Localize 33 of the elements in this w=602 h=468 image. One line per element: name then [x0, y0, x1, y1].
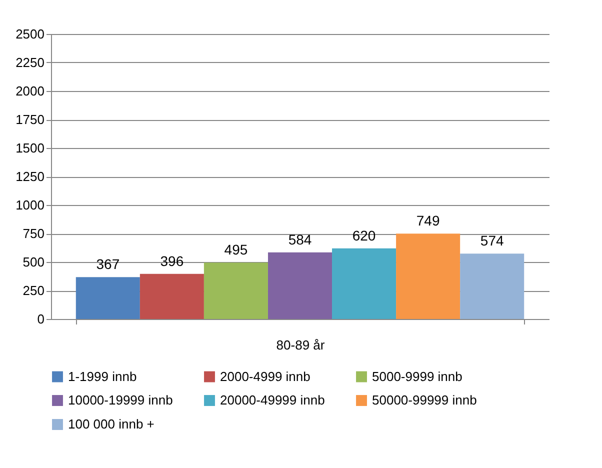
legend-label: 5000-9999 innb — [372, 368, 462, 384]
data-label: 367 — [96, 256, 120, 272]
legend-label: 10000-19999 innb — [68, 392, 173, 408]
y-tick-label: 250 — [22, 283, 44, 298]
y-tick-label: 2500 — [16, 26, 44, 42]
y-tick-label: 0 — [37, 312, 44, 326]
y-tick-label: 1000 — [16, 198, 44, 212]
bar — [76, 277, 140, 319]
legend-label: 50000-99999 innb — [372, 392, 477, 408]
bar — [140, 274, 204, 319]
y-tick-label: 2250 — [16, 55, 44, 70]
data-label: 396 — [160, 252, 184, 269]
legend-label: 20000-49999 innb — [220, 392, 325, 408]
legend-label: 1-1999 innb — [68, 368, 137, 384]
x-tick-label: 80-89 år — [276, 338, 326, 352]
y-tick-label: 500 — [22, 254, 44, 270]
data-label: 749 — [416, 212, 440, 229]
data-label: 574 — [480, 232, 504, 249]
y-tick-label: 750 — [22, 226, 44, 241]
bar — [332, 248, 396, 319]
bar — [460, 254, 524, 319]
bar — [396, 234, 460, 319]
y-tick-label: 1750 — [16, 112, 44, 127]
data-label: 584 — [288, 231, 312, 248]
legend-label: 2000-4999 innb — [220, 368, 310, 384]
data-label: 620 — [352, 227, 376, 244]
data-label: 495 — [224, 242, 248, 258]
y-tick-label: 1500 — [16, 140, 44, 156]
bar — [204, 262, 268, 319]
bar — [268, 252, 332, 319]
legend-label: 100 000 innb + — [68, 416, 154, 432]
y-tick-label: 2000 — [16, 84, 44, 98]
y-tick-label: 1250 — [16, 169, 44, 184]
